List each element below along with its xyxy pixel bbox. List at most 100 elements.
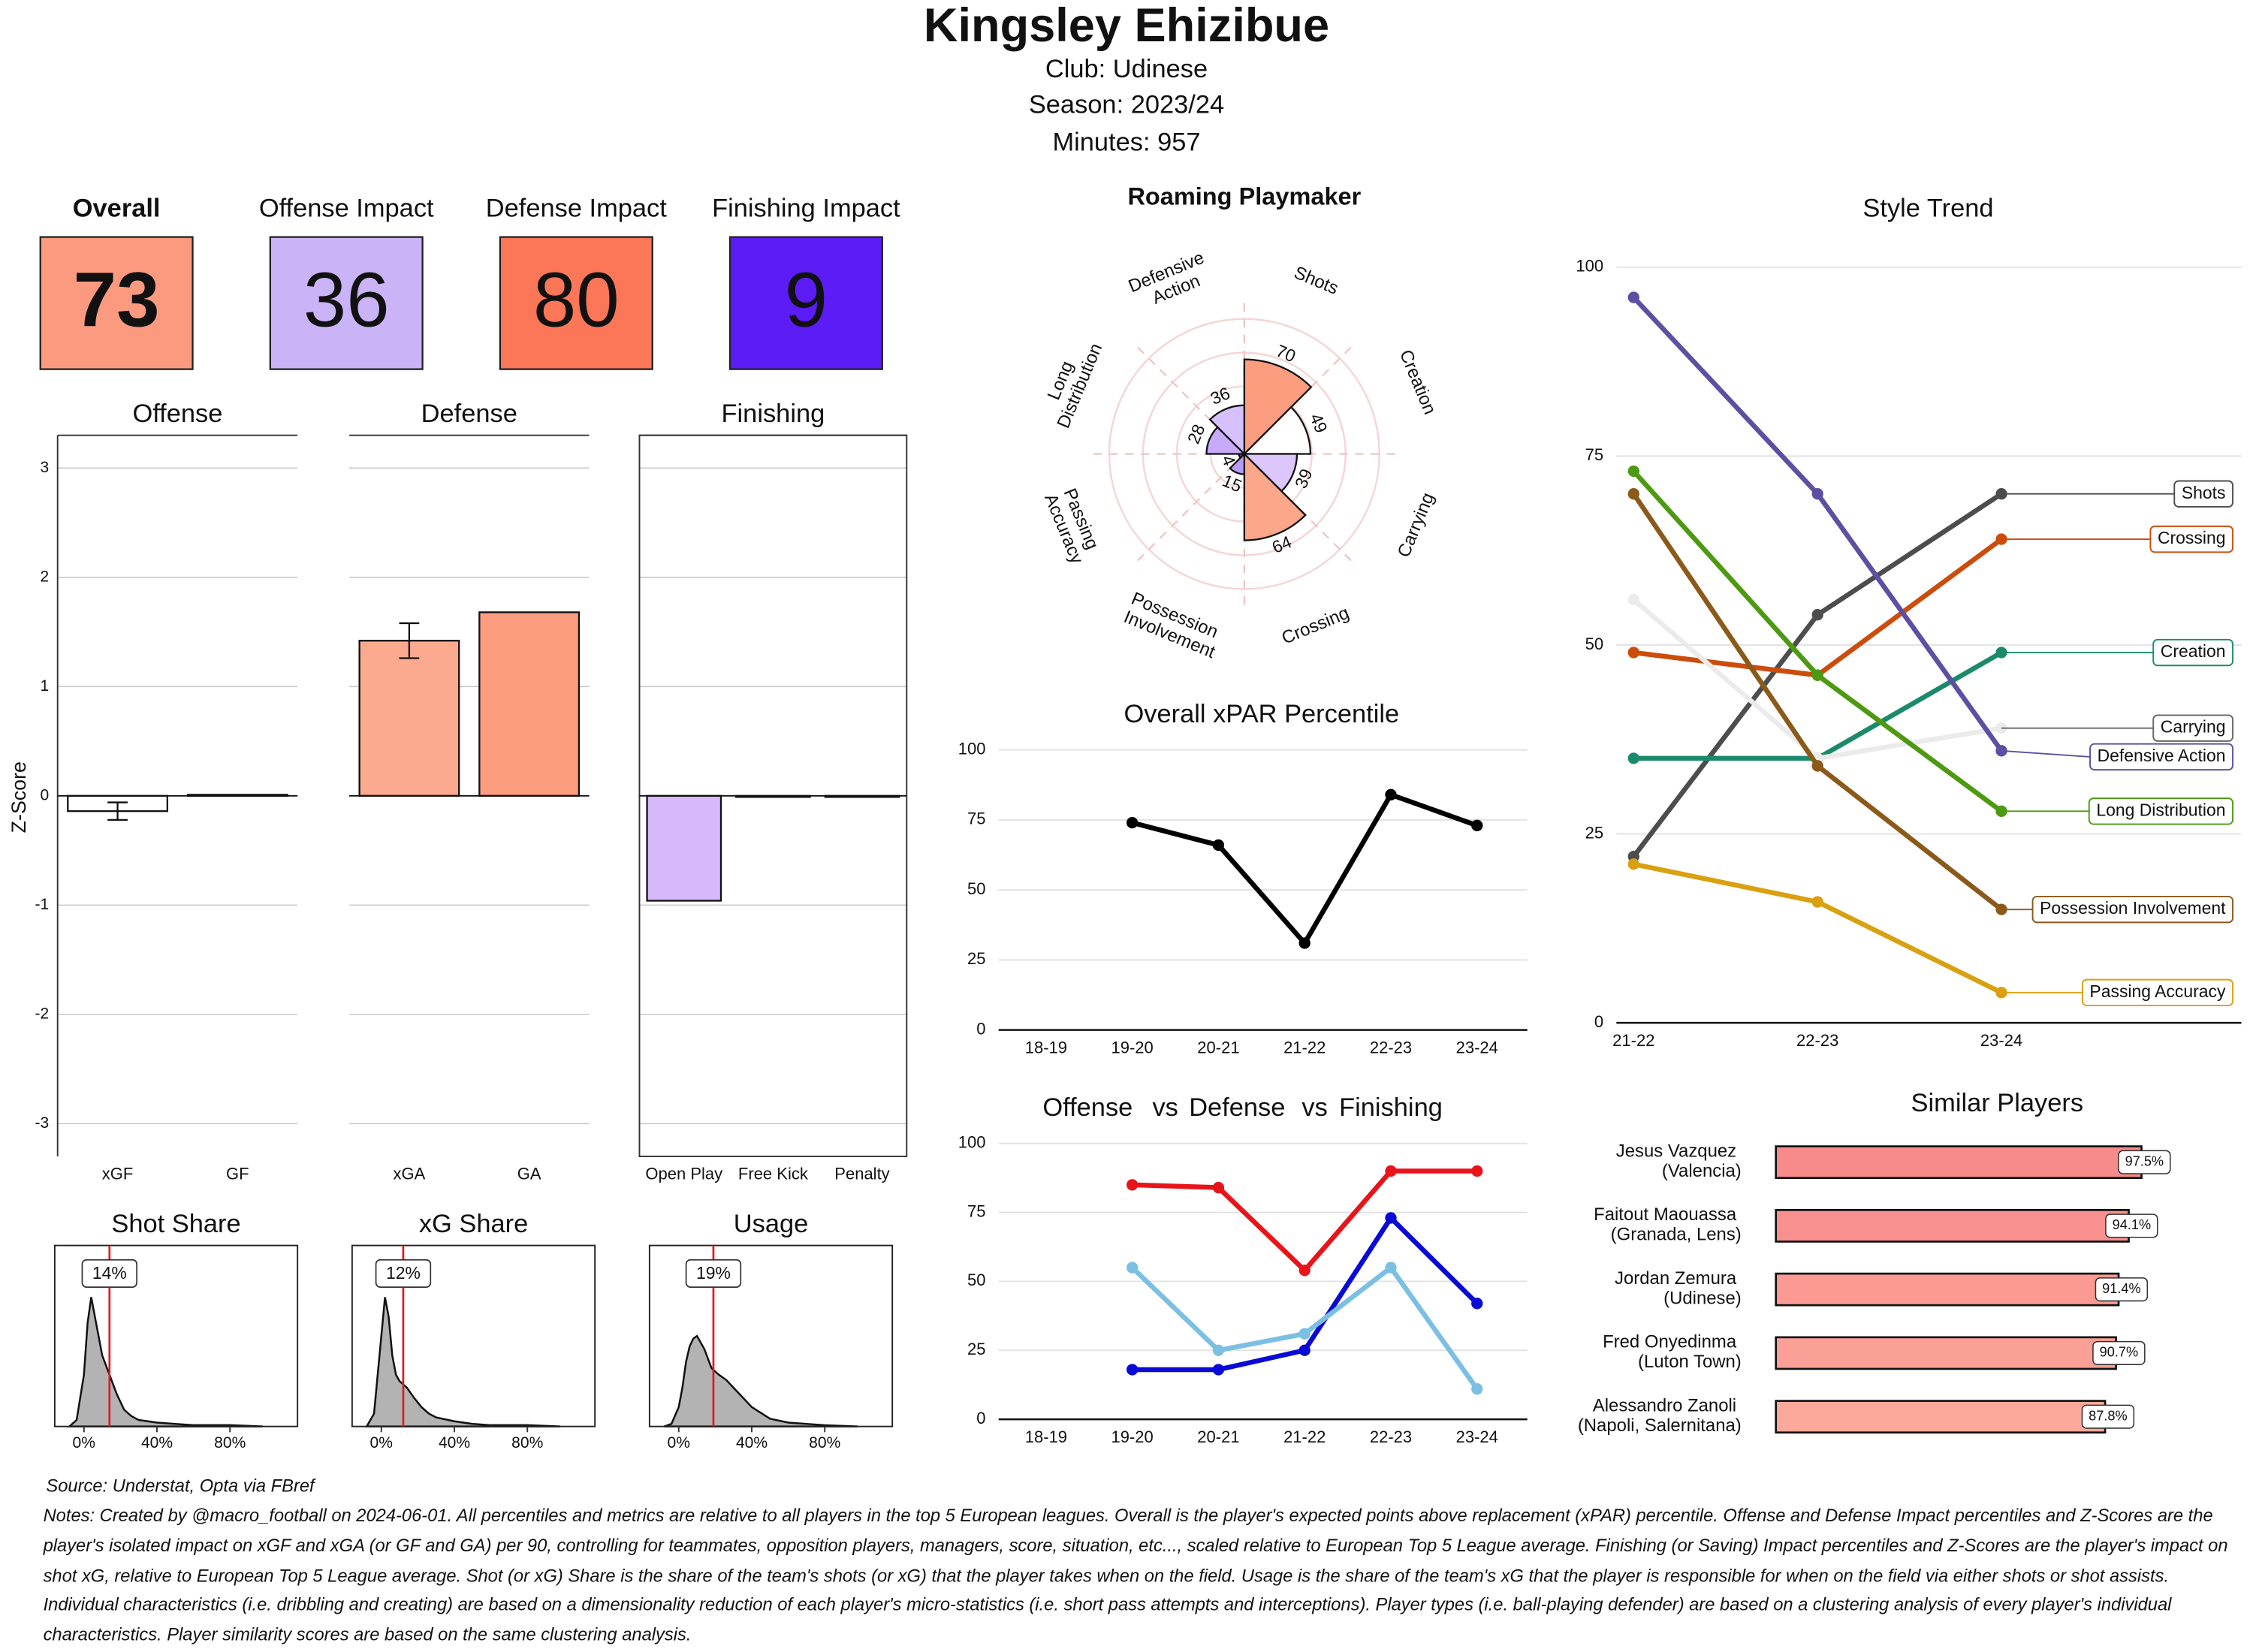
point: [1126, 816, 1139, 829]
title-separator: vs: [1301, 1093, 1327, 1122]
x-tick-label: 80%: [214, 1434, 246, 1452]
point: [1212, 1181, 1225, 1194]
point: [1298, 1328, 1310, 1340]
panel-border: [351, 1244, 596, 1427]
x-tick-label: 23-24: [1456, 1427, 1498, 1446]
x-tick-label: 22-23: [1370, 1427, 1412, 1446]
x-tick-label: 80%: [511, 1434, 543, 1452]
label-box: [2088, 797, 2234, 825]
value-label: 87.8%: [2089, 1408, 2127, 1423]
x-tick-label: 40%: [141, 1434, 173, 1452]
x-tick-label: 21-22: [1283, 1038, 1326, 1057]
value-label-box: [2092, 1340, 2146, 1365]
kpi-box: [728, 236, 883, 370]
point: [1126, 1262, 1139, 1274]
series-label: Carrying: [2161, 717, 2226, 737]
bar: [1775, 1272, 2120, 1307]
point: [1385, 1262, 1397, 1274]
polar-wedge: [1242, 405, 1312, 455]
point: [1627, 593, 1639, 606]
x-tick-label: 21-22: [1283, 1427, 1326, 1446]
x-tick-label: Open Play: [645, 1165, 722, 1183]
y-tick-label: 100: [958, 1133, 986, 1152]
value-label-box: [2095, 1277, 2149, 1302]
point: [1385, 1212, 1397, 1224]
point: [1385, 788, 1397, 800]
point: [1471, 1298, 1483, 1310]
point: [1811, 609, 1823, 621]
x-tick-label: 18-19: [1025, 1038, 1067, 1057]
kpi-label: Finishing Impact: [712, 194, 900, 222]
point: [1627, 752, 1639, 764]
polar-wedge: [1208, 404, 1246, 457]
y-tick-label: -3: [35, 1114, 50, 1132]
point: [1627, 647, 1639, 659]
y-tick-label: 100: [958, 739, 986, 758]
x-tick-label: 22-23: [1370, 1038, 1412, 1057]
panel-border: [53, 1244, 299, 1427]
category-label: Defensive Action: [1126, 246, 1220, 315]
x-tick-label: 23-24: [1456, 1038, 1498, 1057]
x-tick-label: 20-21: [1197, 1038, 1239, 1057]
player-name: Jordan Zemura (Udinese): [1615, 1268, 1742, 1308]
marker-label-box: [685, 1259, 742, 1288]
point: [1811, 896, 1823, 908]
page-title: Kingsley Ehizibue: [924, 0, 1329, 52]
point: [1811, 488, 1823, 500]
bar: [1775, 1336, 2117, 1370]
marker-label-box: [375, 1259, 432, 1288]
facet-title: xG Share: [419, 1210, 528, 1238]
kpi-box: [39, 236, 194, 370]
value-label: 94.1%: [2113, 1217, 2151, 1232]
y-tick-label: -2: [35, 1005, 50, 1022]
kpi-value: 9: [785, 256, 828, 343]
point: [1627, 291, 1639, 303]
y-tick-label: 75: [1585, 445, 1603, 464]
kpi-value: 80: [533, 256, 620, 343]
label-box: [2031, 895, 2233, 924]
error-bar: [107, 801, 128, 821]
y-tick-label: 2: [41, 568, 50, 585]
series-label: Possession Involvement: [2040, 898, 2226, 918]
x-tick-label: GF: [226, 1165, 249, 1183]
point: [1385, 1165, 1397, 1177]
polar-spoke: [1133, 453, 1245, 565]
x-tick-label: 0%: [370, 1434, 393, 1452]
value-label-box: [2105, 1213, 2158, 1238]
title-separator: vs: [1152, 1093, 1178, 1122]
y-tick-label: 0: [976, 1409, 985, 1427]
series-label: Passing Accuracy: [2089, 981, 2226, 1001]
series-label: Crossing: [2158, 528, 2226, 547]
label-box: [2173, 480, 2233, 508]
point: [1212, 839, 1225, 852]
marker-label: 19%: [696, 1263, 731, 1283]
kpi-box: [499, 236, 653, 370]
point: [1126, 1179, 1139, 1191]
x-tick-label: 22-23: [1796, 1031, 1838, 1050]
kpi-value: 73: [74, 256, 160, 343]
kpi-label: Offense Impact: [259, 194, 434, 222]
y-tick-label: 50: [967, 1271, 985, 1289]
kpi-box: [269, 236, 424, 370]
y-tick-label: 0: [1594, 1012, 1603, 1031]
point: [1811, 669, 1823, 681]
x-tick-label: Penalty: [834, 1165, 889, 1183]
label-box: [2149, 525, 2234, 553]
bar: [1775, 1145, 2143, 1180]
value-label-box: [2118, 1150, 2171, 1174]
y-tick-label: 0: [976, 1019, 985, 1038]
y-tick-label: 50: [967, 879, 985, 898]
x-tick-label: 23-24: [1980, 1031, 2022, 1050]
chart-title: Roaming Playmaker: [1127, 183, 1361, 210]
value-label: 97.5%: [2125, 1153, 2164, 1168]
polar-wedge: [1243, 358, 1313, 457]
kpi-label: Defense Impact: [486, 194, 668, 222]
kpi-value: 36: [303, 256, 390, 343]
point: [1298, 1344, 1310, 1356]
chart-title: Similar Players: [1911, 1089, 2084, 1117]
label-box: [2089, 743, 2233, 771]
label-box: [2081, 978, 2233, 1007]
marker-label-box: [81, 1259, 138, 1288]
player-name: Alessandro Zanoli (Napoli, Salernitana): [1578, 1396, 1742, 1436]
